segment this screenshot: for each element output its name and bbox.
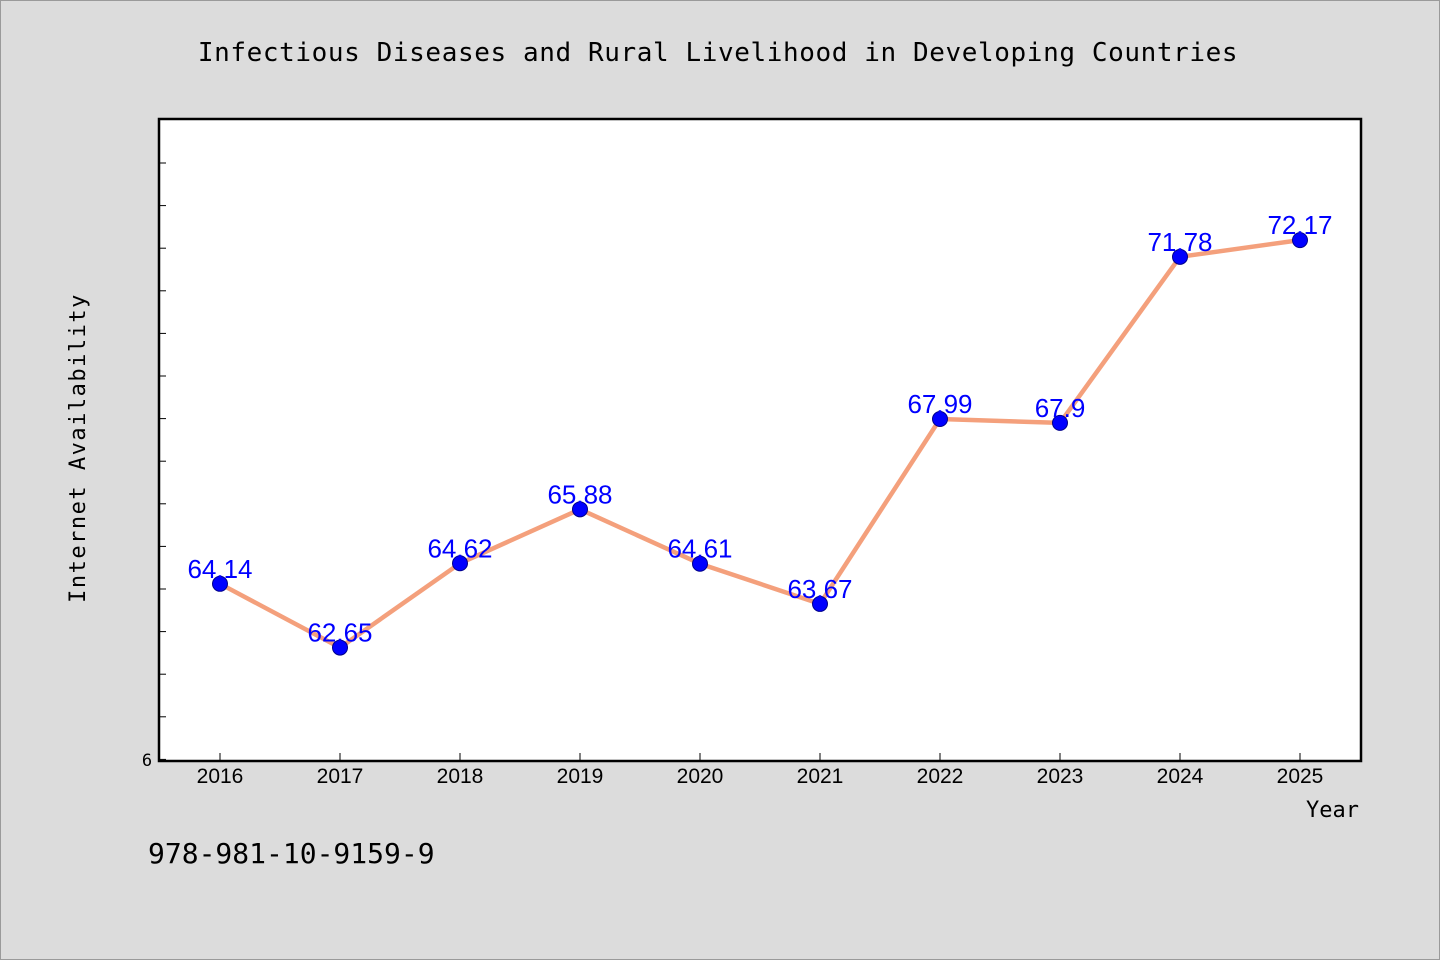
- plot-area: [157, 117, 1363, 763]
- data-point: [332, 639, 348, 656]
- data-point: [1292, 232, 1308, 249]
- data-point: [932, 411, 948, 428]
- y-axis-tick-labels: 6: [142, 751, 152, 771]
- data-label: 71.78: [1147, 227, 1212, 257]
- data-label: 62.65: [307, 618, 372, 648]
- data-label: 72.17: [1267, 210, 1332, 240]
- data-label: 65.88: [547, 479, 612, 509]
- data-point: [452, 555, 468, 572]
- series-markers: [212, 232, 1308, 656]
- y-tick-label: 6: [142, 751, 152, 771]
- series-line: [217, 237, 1303, 650]
- data-label: 63.67: [787, 574, 852, 604]
- x-tick-label: 2025: [1277, 765, 1324, 788]
- data-label: 67.9: [1035, 393, 1086, 423]
- x-axis-ticks: [219, 753, 1301, 761]
- y-axis-ticks: [159, 162, 166, 760]
- x-tick-label: 2022: [917, 765, 964, 788]
- x-tick-label: 2018: [437, 765, 484, 788]
- data-label: 64.62: [427, 533, 492, 563]
- x-tick-label: 2023: [1037, 765, 1084, 788]
- x-tick-label: 2017: [317, 765, 364, 788]
- footer-isbn: 978-981-10-9159-9: [148, 837, 435, 870]
- data-label: 67.99: [907, 389, 972, 419]
- y-axis-label: Internet Availability: [66, 293, 91, 603]
- x-axis-tick-labels: 2016 2017 2018 2019 2020 2021 2022 2023 2024 2025: [197, 765, 1324, 788]
- x-tick-label: 2020: [677, 765, 724, 788]
- data-point: [692, 555, 708, 572]
- data-point: [1172, 248, 1188, 265]
- x-tick-label: 2016: [197, 765, 244, 788]
- data-label: 64.14: [187, 554, 252, 584]
- chart-title: Infectious Diseases and Rural Livelihood…: [198, 38, 1238, 68]
- x-tick-label: 2024: [1157, 765, 1204, 788]
- data-point: [212, 575, 228, 592]
- x-tick-label: 2021: [797, 765, 844, 788]
- data-label: 64.61: [667, 534, 732, 564]
- data-labels: 64.14 62.65 64.62 65.88 64.61 63.67 67.99 67.9 7…: [187, 210, 1332, 647]
- data-point: [572, 501, 588, 518]
- x-tick-label: 2019: [557, 765, 604, 788]
- x-axis-label: Year: [1306, 798, 1359, 823]
- data-point: [1052, 414, 1068, 431]
- data-point: [812, 595, 828, 612]
